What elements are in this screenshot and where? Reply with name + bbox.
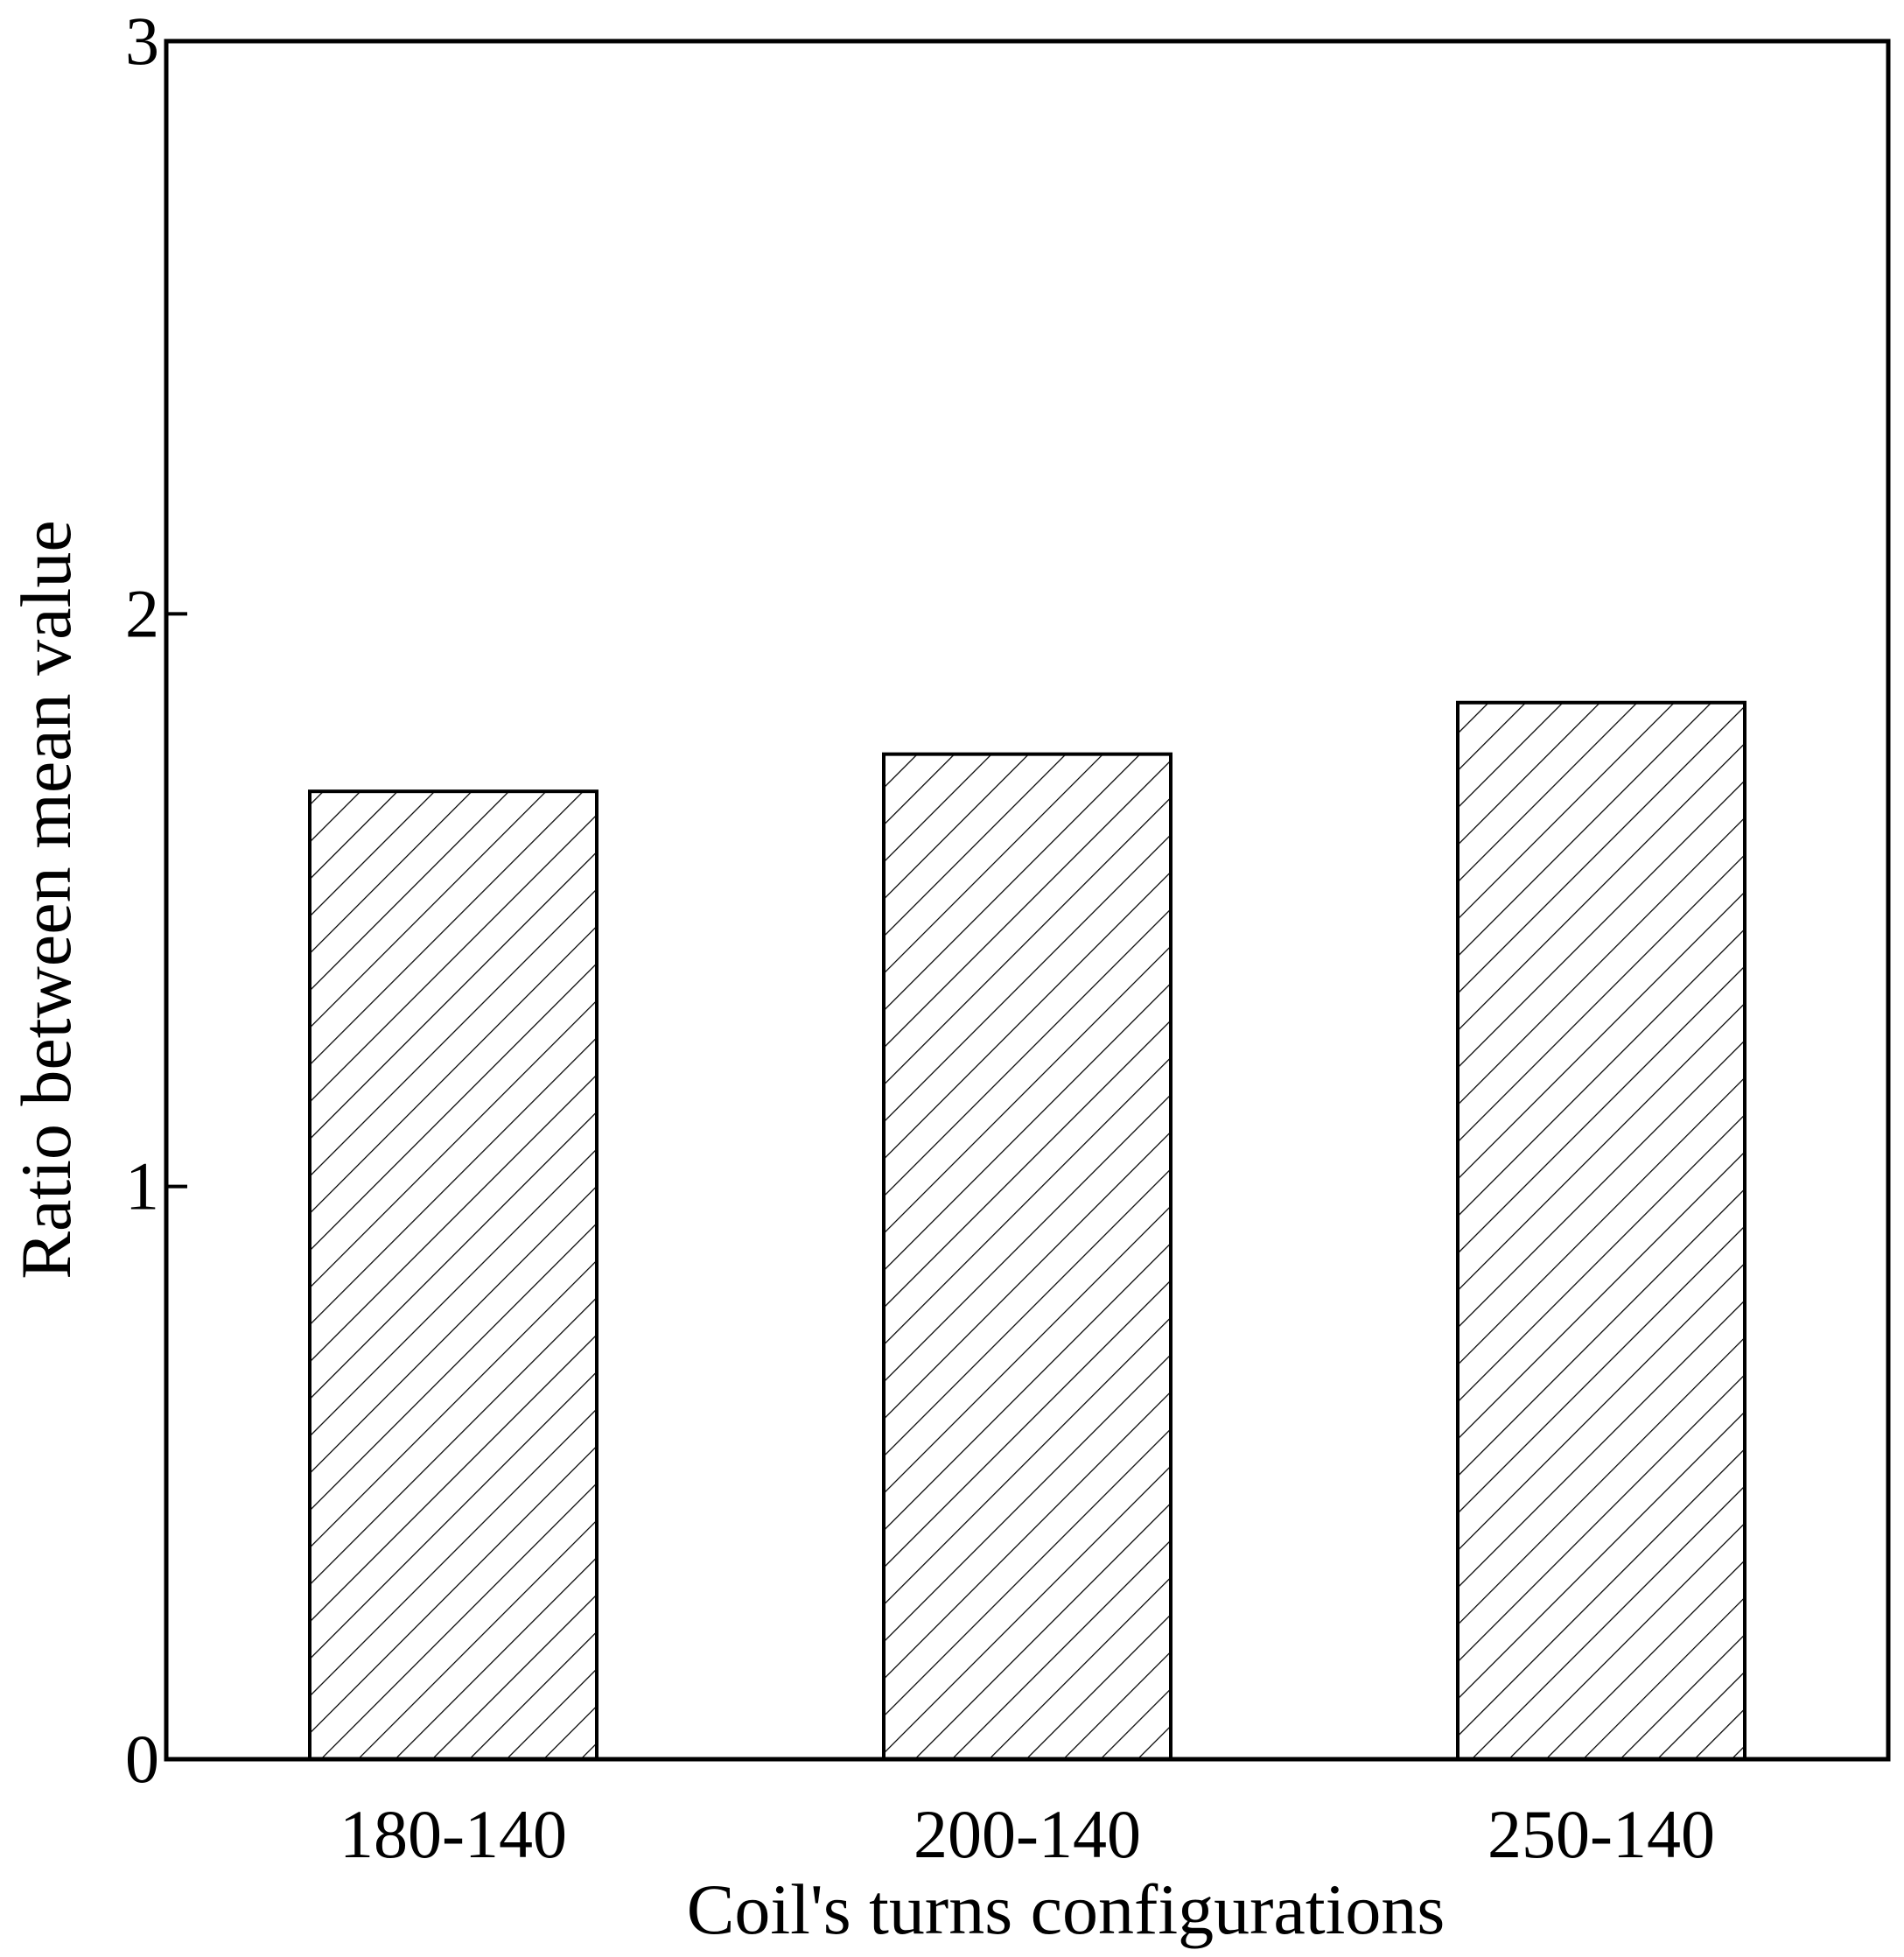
y-tick-label: 1: [125, 1148, 159, 1224]
y-axis-label: Ratio between mean value: [6, 520, 86, 1280]
y-tick-label: 0: [125, 1721, 159, 1797]
bars: 180-140 200-140 250-140: [308, 700, 1746, 1872]
plot-frame: [164, 39, 1891, 1762]
x-axis-label: Coil's turns configurations: [687, 1869, 1446, 1949]
y-tick-label: 3: [125, 3, 159, 79]
bar-250-140: [1456, 700, 1746, 1761]
bar-200-140: [882, 752, 1172, 1761]
bar-180-140: [308, 789, 598, 1762]
x-tick-label: 180-140: [340, 1796, 567, 1872]
x-tick-label: 200-140: [914, 1796, 1141, 1872]
y-ticks: 0 1 2 3: [125, 3, 187, 1797]
y-tick-label: 2: [125, 575, 159, 651]
x-tick-label: 250-140: [1488, 1796, 1715, 1872]
